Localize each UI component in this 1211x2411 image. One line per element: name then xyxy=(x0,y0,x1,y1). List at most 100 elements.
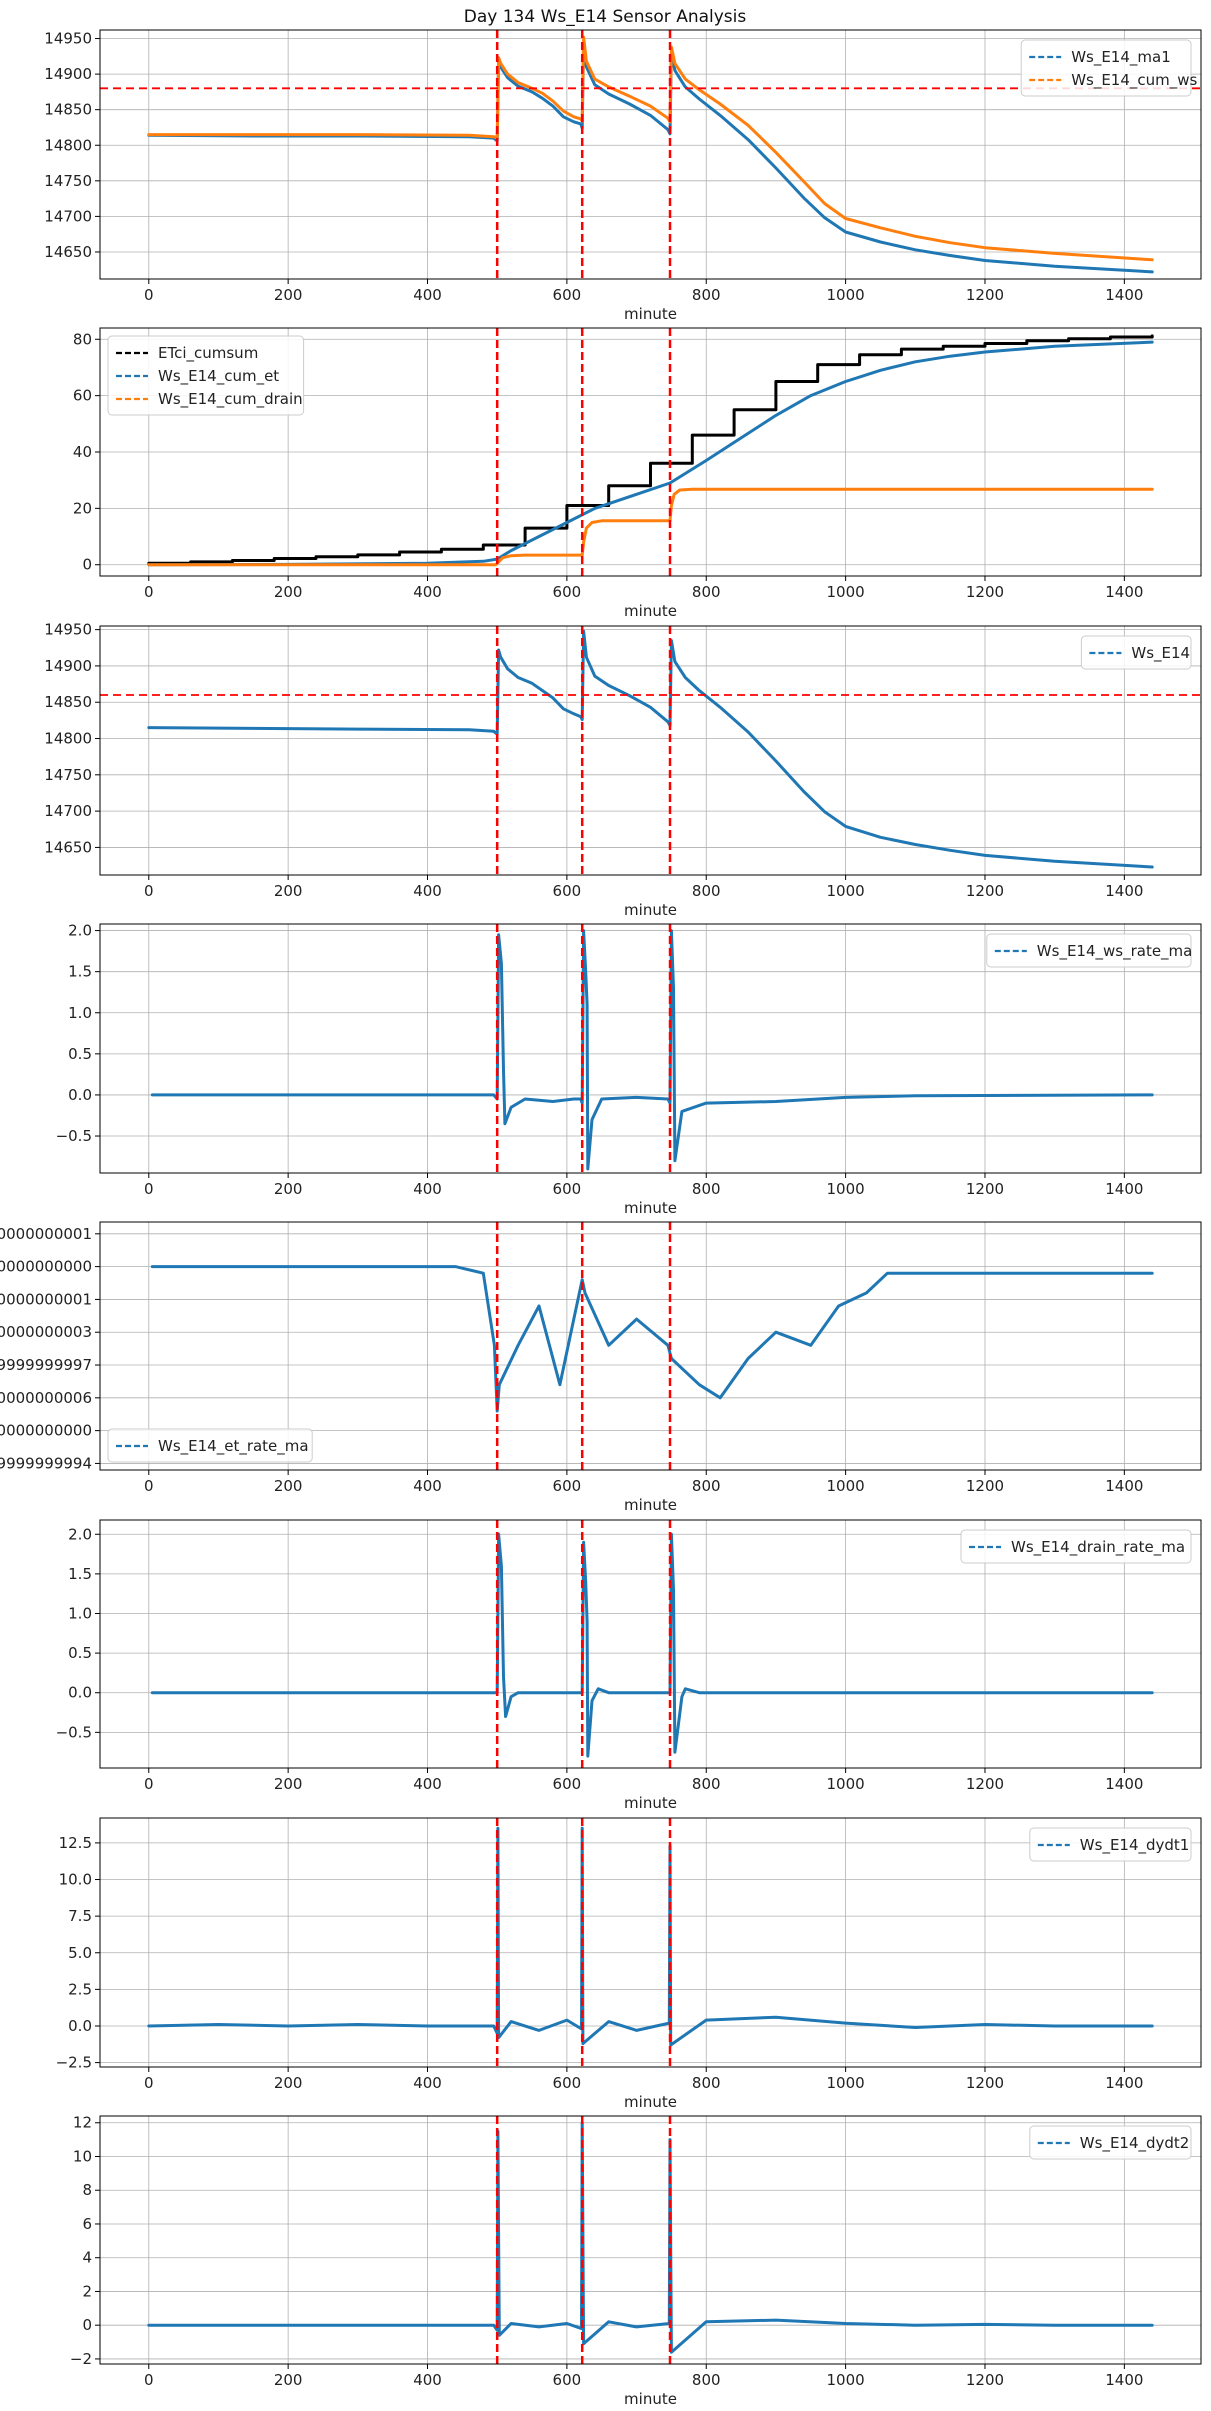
y-tick-label: 1.5 xyxy=(68,1565,92,1583)
x-tick-label: 600 xyxy=(553,2371,582,2389)
y-tick-label: −2.5 xyxy=(56,2054,92,2072)
plot-area xyxy=(147,328,1154,576)
legend: ETci_cumsum Ws_E14_cum_et Ws_E14_cum_drain xyxy=(107,335,305,416)
chart-panel-2: 0 200 400 600 800 1000 1200 1400 0 20 40 60 80 minute… xyxy=(73,327,1202,620)
y-tick-label: 2.0 xyxy=(68,1525,92,1543)
x-tick-label: 0 xyxy=(144,2371,154,2389)
x-axis-label: minute xyxy=(624,1199,677,1217)
x-tick-label: 1000 xyxy=(827,1180,865,1198)
x-tick-label: 200 xyxy=(274,286,303,304)
x-tick-label: 400 xyxy=(413,1180,442,1198)
y-tick-label: 12 xyxy=(73,2114,92,2132)
y-tick-label: −0.149999999999999994 xyxy=(0,1454,92,1472)
y-tick-label: 14950 xyxy=(44,30,92,48)
y-tick-label: −0.5 xyxy=(56,1723,92,1741)
y-tick-label: 6 xyxy=(82,2215,92,2233)
y-tick-label: 8 xyxy=(82,2181,92,2199)
legend-label: Ws_E14_cum_ws xyxy=(1071,71,1197,90)
series-line-Ws_E14_dydt2 xyxy=(147,2121,1154,2354)
panels: 0 200 400 600 800 1000 1200 1400146501470014750… xyxy=(0,29,1202,2408)
x-tick-label: 1000 xyxy=(827,286,865,304)
series-line-Ws_E14_cum_et xyxy=(147,340,1154,567)
x-tick-label: 400 xyxy=(413,2074,442,2092)
x-tick-label: 200 xyxy=(274,1180,303,1198)
series-line-Ws_E14_et_rate_ma xyxy=(150,1265,1154,1413)
x-tick-label: 1400 xyxy=(1105,286,1143,304)
x-tick-label: 1200 xyxy=(966,882,1004,900)
y-tick-label: 1.0 xyxy=(68,1604,92,1622)
x-tick-label: 400 xyxy=(413,1477,442,1495)
legend: Ws_E14_et_rate_ma xyxy=(107,1428,313,1463)
y-tick-label: 7.5 xyxy=(68,1907,92,1925)
x-axis-label: minute xyxy=(624,1794,677,1812)
y-tick-label: −0.050000000000000003 xyxy=(0,1323,92,1341)
x-tick-label: 0 xyxy=(144,286,154,304)
x-tick-label: 0 xyxy=(144,882,154,900)
chart-panel-8: 0 200 400 600 800 1000 1200 1400 −2 0 2 4 6 8 10 12 minu… xyxy=(70,2114,1202,2408)
x-tick-label: 400 xyxy=(413,882,442,900)
y-tick-label: 0 xyxy=(82,556,92,574)
series-line-Ws_E14_ma1 xyxy=(147,41,1154,274)
y-tick-label: 14950 xyxy=(44,621,92,639)
y-tick-label: 0 xyxy=(82,2316,92,2334)
x-tick-label: 200 xyxy=(274,1775,303,1793)
y-tick-label: −0.074999999999999997 xyxy=(0,1356,92,1374)
x-tick-label: 1000 xyxy=(827,1477,865,1495)
x-tick-label: 800 xyxy=(692,1180,721,1198)
x-tick-label: 0 xyxy=(144,1775,154,1793)
y-tick-label: 2.0 xyxy=(68,922,92,940)
x-tick-label: 1000 xyxy=(827,2074,865,2092)
y-tick-label: 14800 xyxy=(44,136,92,154)
x-tick-label: 600 xyxy=(553,1775,582,1793)
y-tick-label: −0.125000000000000000 xyxy=(0,1422,92,1440)
x-tick-label: 200 xyxy=(274,882,303,900)
chart-panel-4: 0 200 400 600 800 1000 1200 1400 −0.5 0.0 0.5 1.0 1.… xyxy=(56,922,1202,1217)
y-tick-label: 10.0 xyxy=(59,1871,92,1889)
x-axis-label: minute xyxy=(624,901,677,919)
figure-title: Day 134 Ws_E14 Sensor Analysis xyxy=(464,7,747,27)
x-tick-label: 600 xyxy=(553,882,582,900)
axes-frame xyxy=(99,1221,1202,1471)
y-tick-label: 80 xyxy=(73,330,92,348)
y-tick-label: 0.0 xyxy=(68,1086,92,1104)
y-tick-label: 40 xyxy=(73,443,92,461)
axes-frame xyxy=(99,923,1202,1174)
y-tick-label: 0.025000000000000001 xyxy=(0,1225,92,1243)
chart-panel-1: 0 200 400 600 800 1000 1200 1400 14650 14700 14750… xyxy=(44,29,1202,323)
y-tick-label: 14850 xyxy=(44,693,92,711)
series-line-Ws_E14_dydt1 xyxy=(147,1826,1154,2047)
y-tick-label: −0.100000000000000006 xyxy=(0,1389,92,1407)
legend-label: Ws_E14_cum_et xyxy=(158,367,279,386)
y-tick-label: 14900 xyxy=(44,657,92,675)
legend-label: Ws_E14_ma1 xyxy=(1071,48,1171,67)
x-tick-label: 600 xyxy=(553,2074,582,2092)
legend: Ws_E14 xyxy=(1080,635,1192,670)
series-line-Ws_E14_cum_ws xyxy=(147,35,1154,262)
chart-panel-3: 0 200 400 600 800 1000 1200 1400 14650 14700 14750… xyxy=(44,621,1202,919)
y-tick-label: 14750 xyxy=(44,766,92,784)
chart-panel-5: 0 200 400 600 800 1000 1200 1400 −0.149999999999… xyxy=(0,1221,1202,1514)
legend: Ws_E14_dydt1 xyxy=(1029,1827,1192,1862)
x-tick-label: 400 xyxy=(413,2371,442,2389)
legend-label: Ws_E14_et_rate_ma xyxy=(158,1437,309,1456)
x-tick-label: 1200 xyxy=(966,286,1004,304)
x-tick-label: 1400 xyxy=(1105,1477,1143,1495)
y-tick-label: 0.5 xyxy=(68,1045,92,1063)
axes-frame xyxy=(99,2115,1202,2365)
y-tick-label: −0.5 xyxy=(56,1127,92,1145)
series-line-Ws_E14_cum_drain xyxy=(147,487,1154,567)
legend-label: ETci_cumsum xyxy=(158,344,258,363)
x-tick-label: 200 xyxy=(274,2074,303,2092)
x-tick-label: 200 xyxy=(274,1477,303,1495)
x-tick-label: 600 xyxy=(553,583,582,601)
y-tick-label: 14650 xyxy=(44,838,92,856)
x-tick-label: 400 xyxy=(413,1775,442,1793)
axes-frame xyxy=(99,1817,1202,2068)
chart-panel-6: 0 200 400 600 800 1000 1200 1400 −0.5 0.0 0.5 1.0 1.… xyxy=(56,1519,1202,1812)
x-tick-label: 800 xyxy=(692,2371,721,2389)
legend: Ws_E14_ma1 Ws_E14_cum_ws xyxy=(1020,39,1198,97)
legend-box xyxy=(986,933,1192,968)
x-tick-label: 0 xyxy=(144,2074,154,2092)
plot-area xyxy=(150,924,1154,1173)
